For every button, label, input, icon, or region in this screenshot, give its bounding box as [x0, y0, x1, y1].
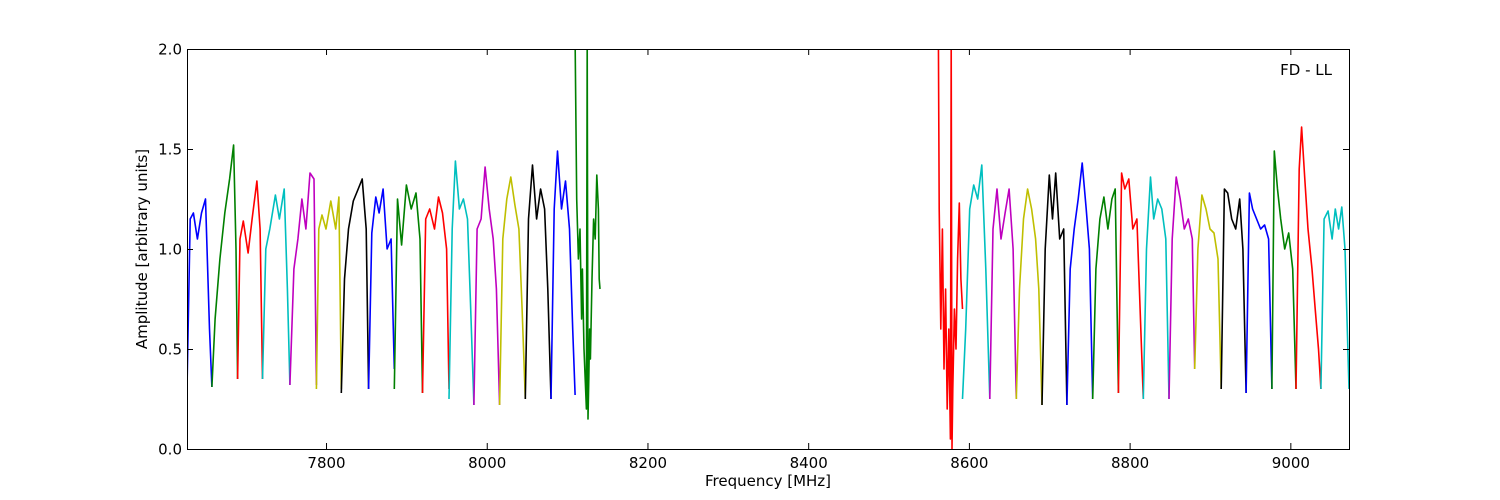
- x-tick-label: 8200: [629, 454, 667, 472]
- y-tick-label: 0.5: [158, 341, 182, 359]
- series-line-23: [1091, 188, 1120, 400]
- series-line-20: [1015, 188, 1043, 406]
- series-line-18: [961, 164, 991, 400]
- series-line-14: [524, 164, 552, 400]
- x-tick-label: 7800: [307, 454, 345, 472]
- series-layer: [187, 49, 1349, 449]
- series-line-19: [989, 188, 1018, 400]
- x-tick-label: 8000: [468, 454, 506, 472]
- x-tick-label: 8400: [790, 454, 828, 472]
- series-line-11: [448, 160, 475, 406]
- series-line-2: [211, 144, 239, 388]
- series-line-3: [236, 180, 264, 380]
- y-tick-label: 2.0: [158, 41, 182, 59]
- series-line-29: [1245, 192, 1273, 394]
- series-line-30: [1271, 150, 1297, 390]
- y-tick-label: 1.5: [158, 141, 182, 159]
- y-axis-label: Amplitude [arbitrary units]: [133, 149, 151, 349]
- series-line-28: [1220, 188, 1247, 394]
- series-line-7: [340, 178, 370, 394]
- series-line-24: [1117, 172, 1145, 400]
- x-tick-label: 8800: [1111, 454, 1149, 472]
- x-tick-label: 8600: [950, 454, 988, 472]
- series-line-9: [393, 184, 424, 394]
- plot-annotation: FD - LL: [1280, 61, 1332, 79]
- series-line-26: [1168, 176, 1196, 400]
- series-line-8: [367, 188, 396, 390]
- plot-frame: [187, 49, 1350, 450]
- series-line-10: [421, 196, 450, 394]
- series-line-27: [1193, 194, 1222, 390]
- series-line-6: [315, 196, 343, 390]
- y-tick-label: 1.0: [158, 241, 182, 259]
- ticks-layer: 7800 8000 8200 8400 8600 8800 9000 0.0 0.5 1.0 1.5…: [158, 41, 1349, 472]
- series-line-13: [498, 176, 527, 406]
- series-line-16: [574, 49, 601, 420]
- y-tick-label: 0.0: [158, 441, 182, 459]
- series-line-17: [937, 49, 964, 449]
- x-axis-label: Frequency [MHz]: [705, 472, 831, 490]
- series-line-32: [1320, 206, 1349, 390]
- series-line-4: [261, 188, 291, 386]
- series-line-1: [187, 198, 213, 390]
- series-line-5: [289, 172, 318, 386]
- series-line-15: [550, 150, 576, 400]
- series-line-12: [473, 166, 501, 406]
- series-line-25: [1142, 176, 1170, 400]
- series-line-31: [1295, 126, 1322, 390]
- series-line-21: [1041, 172, 1068, 406]
- x-tick-label: 9000: [1272, 454, 1310, 472]
- series-line-22: [1066, 162, 1094, 406]
